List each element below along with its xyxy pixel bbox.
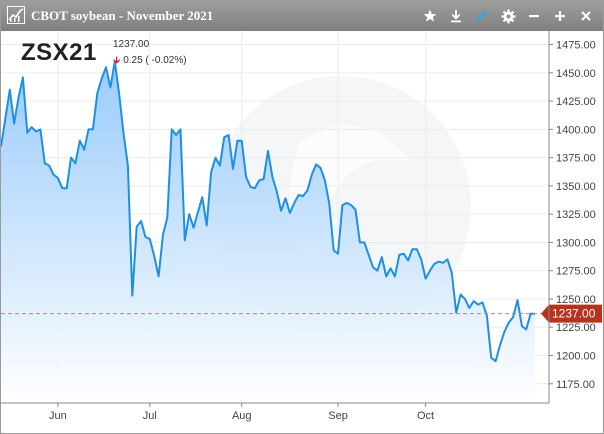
x-tick-label: Sep <box>328 410 348 422</box>
y-tick-label: 1400.00 <box>556 124 596 136</box>
y-tick-label: 1300.00 <box>556 237 596 249</box>
y-tick-label: 1200.00 <box>556 351 596 363</box>
symbol-label: ZSX21 <box>21 39 97 66</box>
down-arrow-icon: 🡳 <box>113 55 121 66</box>
x-tick-label: Oct <box>417 410 434 422</box>
y-tick-label: 1375.00 <box>556 153 596 165</box>
y-tick-label: 1250.00 <box>556 294 596 306</box>
minimize-button[interactable] <box>525 6 543 26</box>
y-tick-label: 1475.00 <box>556 40 596 52</box>
last-price-marker: 1237.00 <box>1 304 602 323</box>
y-tick-label: 1225.00 <box>556 322 596 334</box>
minus-icon <box>529 15 539 18</box>
expand-button[interactable] <box>551 6 569 26</box>
x-tick-label: Aug <box>232 410 252 422</box>
y-tick-label: 1175.00 <box>556 379 595 391</box>
gear-icon <box>500 8 516 24</box>
area-fill <box>1 61 535 403</box>
close-button[interactable] <box>577 6 595 26</box>
y-tick-label: 1350.00 <box>556 181 596 193</box>
x-tick-label: Jun <box>49 410 67 422</box>
chart-app-icon <box>7 6 25 24</box>
y-tick-label: 1275.00 <box>556 266 596 278</box>
toolbar <box>421 5 595 27</box>
pencil-icon <box>477 10 488 21</box>
x-axis: Jun Jul Aug Sep Oct <box>1 402 549 422</box>
price-line <box>1 60 535 363</box>
price-series-line[interactable] <box>1 60 535 363</box>
last-price-value: 1237.00 <box>113 39 150 50</box>
y-tick-label: 1425.00 <box>556 96 596 108</box>
settings-button[interactable] <box>499 6 517 26</box>
last-price-tag <box>541 304 602 323</box>
y-tick-label: 1450.00 <box>556 68 596 80</box>
area-series <box>1 61 535 403</box>
favorite-star-button[interactable] <box>421 6 439 26</box>
x-tick-label: Jul <box>143 410 157 422</box>
close-icon <box>581 11 591 21</box>
y-axis: 1175.00 1200.00 1225.00 1250.00 1275.00 1300.… <box>548 31 596 403</box>
price-change-value: 0.25 ( -0.02%) <box>123 55 187 66</box>
star-icon <box>423 9 437 22</box>
y-tick-label: 1325.00 <box>556 209 596 221</box>
window-title: CBOT soybean - November 2021 <box>31 8 214 23</box>
last-price-tag-label: 1237.00 <box>552 307 596 321</box>
price-change: 🡳 0.25 ( -0.02%) <box>113 53 187 70</box>
title-bar: CBOT soybean - November 2021 <box>1 1 603 31</box>
download-button[interactable] <box>447 6 465 26</box>
price-chart[interactable]: 1237.00 1175.00 1200.00 1225.00 1250.00 1275… <box>1 31 603 433</box>
download-icon <box>451 10 461 23</box>
draw-button[interactable] <box>473 6 491 26</box>
plus-icon <box>555 11 565 21</box>
